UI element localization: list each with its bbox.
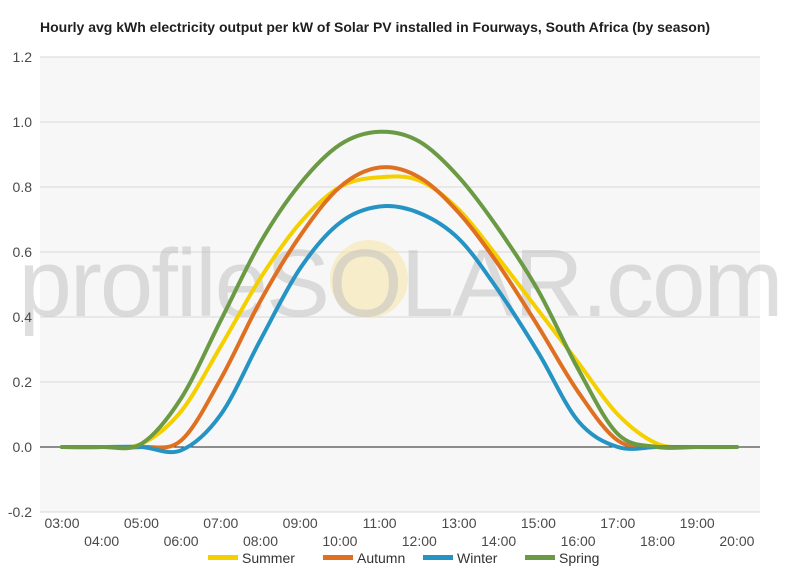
- legend: Summer Autumn Winter Spring: [208, 550, 599, 566]
- watermark-text: profileSOLAR.com: [19, 230, 782, 337]
- legend-label-summer: Summer: [242, 550, 295, 566]
- x-tick-label: 13:00: [441, 515, 476, 531]
- series-line-winter: [60, 204, 739, 455]
- series-line-summer: [60, 174, 739, 450]
- x-tick-label: 20:00: [719, 533, 754, 549]
- x-tick-label: 09:00: [283, 515, 318, 531]
- x-tick-label: 08:00: [243, 533, 278, 549]
- x-tick-label: 05:00: [124, 515, 159, 531]
- legend-label-autumn: Autumn: [357, 550, 405, 566]
- gridlines: [40, 56, 760, 513]
- x-tick-label: 18:00: [640, 533, 675, 549]
- legend-swatch-autumn: [323, 555, 353, 560]
- y-tick-label: 0.2: [13, 374, 33, 390]
- y-tick-label: 0.6: [13, 244, 33, 260]
- y-tick-label: 0.8: [13, 179, 33, 195]
- legend-swatch-summer: [208, 555, 238, 560]
- x-tick-label: 15:00: [521, 515, 556, 531]
- watermark: profileSOLAR.com: [19, 230, 784, 337]
- x-tick-label: 12:00: [402, 533, 437, 549]
- y-tick-label: 0.4: [13, 309, 33, 325]
- x-tick-label: 16:00: [561, 533, 596, 549]
- x-tick-label: 17:00: [600, 515, 635, 531]
- x-tick-label: 07:00: [203, 515, 238, 531]
- series-lines: [60, 129, 739, 455]
- watermark-sun: [330, 240, 408, 318]
- legend-label-winter: Winter: [457, 550, 498, 566]
- y-tick-label: 1.2: [13, 49, 33, 65]
- legend-swatch-winter: [423, 555, 453, 560]
- x-tick-label: 04:00: [84, 533, 119, 549]
- x-tick-label: 14:00: [481, 533, 516, 549]
- series-line-spring: [60, 129, 739, 451]
- legend-label-spring: Spring: [559, 550, 599, 566]
- y-tick-label: 0.0: [13, 439, 33, 455]
- x-tick-label: 19:00: [680, 515, 715, 531]
- y-tick-label: 1.0: [13, 114, 33, 130]
- chart-title: Hourly avg kWh electricity output per kW…: [40, 19, 711, 35]
- x-tick-label: 11:00: [363, 515, 397, 531]
- x-tick-label: 06:00: [164, 533, 199, 549]
- x-tick-label: 03:00: [44, 515, 79, 531]
- y-axis: 1.2 1.0 0.8 0.6 0.4 0.2 0.0 -0.2: [8, 49, 32, 520]
- y-tick-label: -0.2: [8, 504, 32, 520]
- series-line-autumn: [60, 165, 739, 450]
- legend-swatch-spring: [525, 555, 555, 560]
- x-tick-label: 10:00: [322, 533, 357, 549]
